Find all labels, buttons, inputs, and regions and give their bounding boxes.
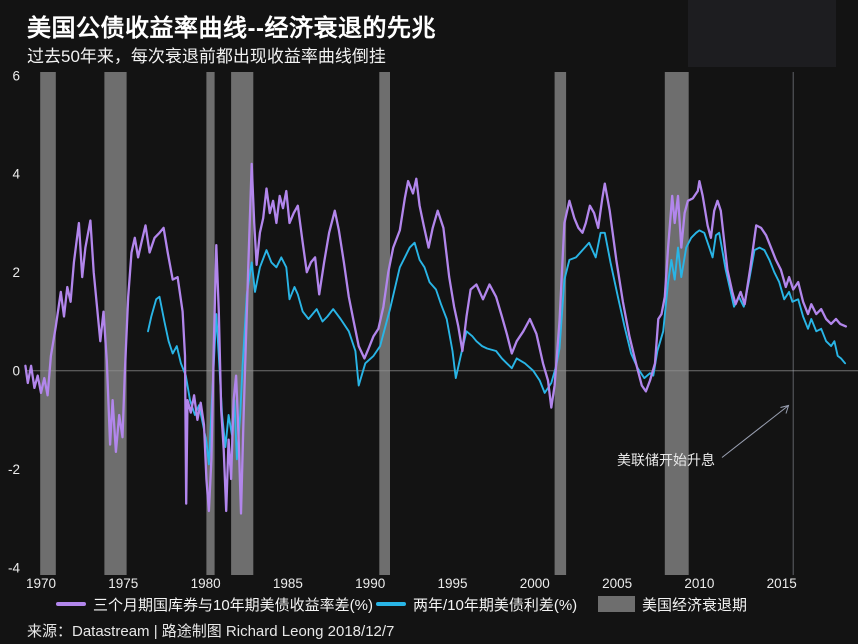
legend-label-3m-10y-spread: 三个月期国库券与10年期美债收益率差(%): [93, 596, 374, 614]
fed-hike-annotation-label: 美联储开始升息: [617, 452, 715, 468]
y-axis-tick-label: 6: [12, 68, 20, 83]
recession-band: [664, 72, 689, 575]
cyan-line-swatch-icon: [376, 602, 406, 606]
x-axis-tick-label: 1980: [191, 576, 221, 591]
recession-band-swatch-icon: [598, 596, 635, 612]
x-axis-tick-label: 2015: [767, 576, 797, 591]
x-axis-tick-label: 1990: [355, 576, 385, 591]
annotation-arrowhead-icon: [780, 404, 790, 414]
chart-legend: 三个月期国库券与10年期美债收益率差(%) 两年/10年期美债利差(%) 美国经…: [0, 595, 858, 615]
x-axis-tick-label: 2010: [684, 576, 714, 591]
x-axis-tick-label: 2000: [520, 576, 550, 591]
legend-item-recession: 美国经济衰退期: [598, 595, 748, 614]
purple-line-swatch-icon: [56, 602, 86, 606]
series-line-3m-10y: [24, 162, 848, 515]
legend-label-2y-10y-spread: 两年/10年期美债利差(%): [413, 596, 578, 614]
legend-label-recession: 美国经济衰退期: [642, 596, 748, 614]
recession-band: [40, 72, 56, 575]
page-title: 美国公债收益率曲线--经济衰退的先兆: [27, 15, 436, 42]
x-axis-tick-label: 2005: [602, 576, 632, 591]
recession-band: [379, 72, 390, 575]
y-axis-tick-label: 2: [12, 265, 20, 280]
y-axis-tick-label: 4: [12, 167, 20, 182]
x-axis-tick-label: 1975: [108, 576, 138, 591]
x-axis-tick-label: 1985: [273, 576, 303, 591]
page-subtitle: 过去50年来，每次衰退前都出现收益率曲线倒挂: [27, 47, 386, 66]
legend-item-2y-10y-spread: 两年/10年期美债利差(%): [376, 595, 578, 614]
y-axis-tick-label: 0: [12, 364, 20, 379]
source-attribution: 来源：Datastream | 路途制图 Richard Leong 2018/…: [27, 623, 395, 640]
watermark-panel: [688, 0, 836, 67]
recession-band: [206, 72, 215, 575]
recession-band: [104, 72, 127, 575]
y-axis-tick-label: -4: [8, 561, 20, 576]
x-axis-tick-label: 1970: [26, 576, 56, 591]
x-axis-tick-label: 1995: [437, 576, 467, 591]
annotation-arrow: [721, 405, 789, 458]
y-axis-tick-label: -2: [8, 462, 20, 477]
legend-item-3m-10y-spread: 三个月期国库券与10年期美债收益率差(%): [56, 595, 374, 614]
